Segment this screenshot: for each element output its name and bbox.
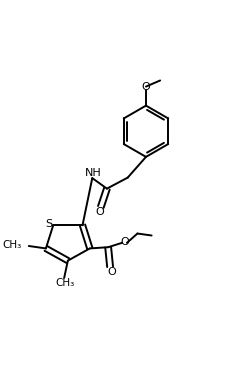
Text: O: O xyxy=(107,267,116,277)
Text: O: O xyxy=(95,207,104,217)
Text: CH₃: CH₃ xyxy=(55,278,74,288)
Text: CH₃: CH₃ xyxy=(2,240,22,250)
Text: O: O xyxy=(142,82,150,92)
Text: O: O xyxy=(120,237,129,247)
Text: NH: NH xyxy=(85,168,101,178)
Text: S: S xyxy=(45,219,52,229)
